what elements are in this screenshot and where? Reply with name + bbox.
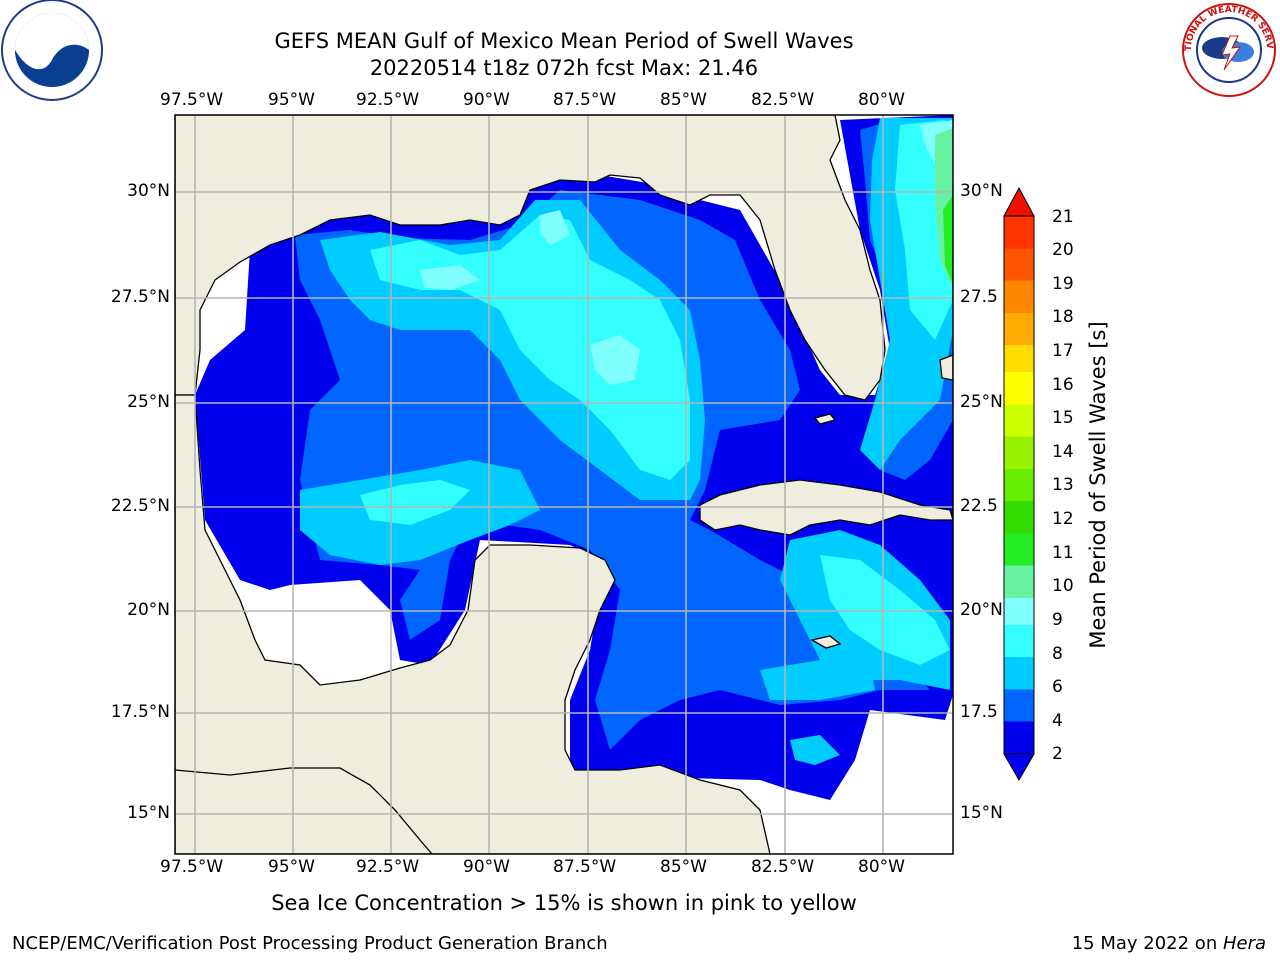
colorbar-tick: 18: [1052, 307, 1074, 327]
colorbar: [1003, 186, 1035, 782]
colorbar-tick: 10: [1052, 576, 1074, 596]
swell-region-9s: [590, 335, 640, 385]
lat-label-left: 30°N: [127, 181, 170, 201]
map-field: [175, 115, 953, 854]
footer-left: NCEP/EMC/Verification Post Processing Pr…: [12, 933, 608, 954]
lon-label-top: 82.5°W: [751, 90, 815, 110]
lat-label-right: 15°N: [960, 803, 1003, 823]
noaa-logo: NOAA: [0, 0, 105, 105]
colorbar-tick: 14: [1052, 442, 1074, 462]
lon-label-bottom: 80°W: [858, 857, 905, 877]
noaa-logo-text: NOAA: [30, 26, 75, 42]
colorbar-tick: 21: [1052, 207, 1074, 227]
lat-label-left: 15°N: [127, 803, 170, 823]
lat-label-right: 17.5: [960, 702, 998, 722]
lat-label-left: 22.5°N: [110, 496, 170, 516]
lat-label-right: 30°N: [960, 181, 1003, 201]
nws-logo: NATIONAL WEATHER SERVICE: [1174, 0, 1280, 100]
graticule: [175, 115, 953, 854]
colorbar-tick: 8: [1052, 644, 1063, 664]
colorbar-tick: 9: [1052, 610, 1063, 630]
lat-label-right: 27.5: [960, 287, 998, 307]
lon-label-top: 90°W: [463, 90, 510, 110]
colorbar-tick: 12: [1052, 509, 1074, 529]
colorbar-tick: 2: [1052, 744, 1063, 764]
lon-label-bottom: 97.5°W: [160, 857, 224, 877]
colorbar-tick: 6: [1052, 677, 1063, 697]
lon-label-top: 85°W: [660, 90, 707, 110]
lon-label-top: 95°W: [268, 90, 315, 110]
lat-label-right: 25°N: [960, 392, 1003, 412]
colorbar-tick: 4: [1052, 711, 1063, 731]
lat-label-left: 20°N: [127, 600, 170, 620]
lat-label-right: 20°N: [960, 600, 1003, 620]
swell-region-11s: [943, 195, 953, 285]
lon-label-top: 87.5°W: [553, 90, 617, 110]
footer-right: 15 May 2022 on Hera: [1072, 933, 1266, 954]
chart-subtitle: 20220514 t18z 072h fcst Max: 21.46: [369, 56, 759, 80]
colorbar-tick: 15: [1052, 408, 1074, 428]
lon-label-bottom: 85°W: [660, 857, 707, 877]
lon-label-bottom: 87.5°W: [553, 857, 617, 877]
colorbar-tick: 13: [1052, 475, 1074, 495]
lat-label-left: 25°N: [127, 392, 170, 412]
lat-label-right: 22.5: [960, 496, 998, 516]
lat-label-left: 17.5°N: [110, 702, 170, 722]
colorbar-tick: 17: [1052, 341, 1074, 361]
lon-label-top: 97.5°W: [160, 90, 224, 110]
colorbar-label: Mean Period of Swell Waves [s]: [1086, 321, 1110, 649]
footer-date: 15 May 2022 on: [1071, 933, 1223, 954]
lon-label-bottom: 95°W: [268, 857, 315, 877]
lon-label-bottom: 82.5°W: [751, 857, 815, 877]
sea-ice-note: Sea Ice Concentration > 15% is shown in …: [271, 891, 857, 915]
lon-label-bottom: 90°W: [463, 857, 510, 877]
chart-title: GEFS MEAN Gulf of Mexico Mean Period of …: [274, 29, 854, 53]
colorbar-tick: 16: [1052, 375, 1074, 395]
colorbar-tick: 20: [1052, 240, 1074, 260]
lon-label-top: 92.5°W: [356, 90, 420, 110]
colorbar-tick: 11: [1052, 543, 1074, 563]
lat-label-left: 27.5°N: [110, 287, 170, 307]
colorbar-tick: 19: [1052, 274, 1074, 294]
lon-label-bottom: 92.5°W: [356, 857, 420, 877]
map-frame: [174, 114, 954, 855]
footer-host: Hera: [1222, 933, 1266, 954]
lon-label-top: 80°W: [858, 90, 905, 110]
